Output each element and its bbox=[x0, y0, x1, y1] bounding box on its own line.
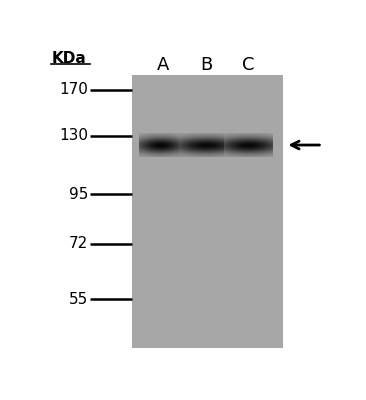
Text: C: C bbox=[242, 56, 255, 74]
Text: 55: 55 bbox=[69, 292, 88, 306]
Text: 170: 170 bbox=[59, 82, 88, 97]
Text: B: B bbox=[200, 56, 212, 74]
Text: A: A bbox=[157, 56, 170, 74]
Text: 95: 95 bbox=[69, 187, 88, 202]
Text: 130: 130 bbox=[59, 128, 88, 143]
Text: 72: 72 bbox=[69, 236, 88, 251]
Text: KDa: KDa bbox=[51, 51, 86, 66]
